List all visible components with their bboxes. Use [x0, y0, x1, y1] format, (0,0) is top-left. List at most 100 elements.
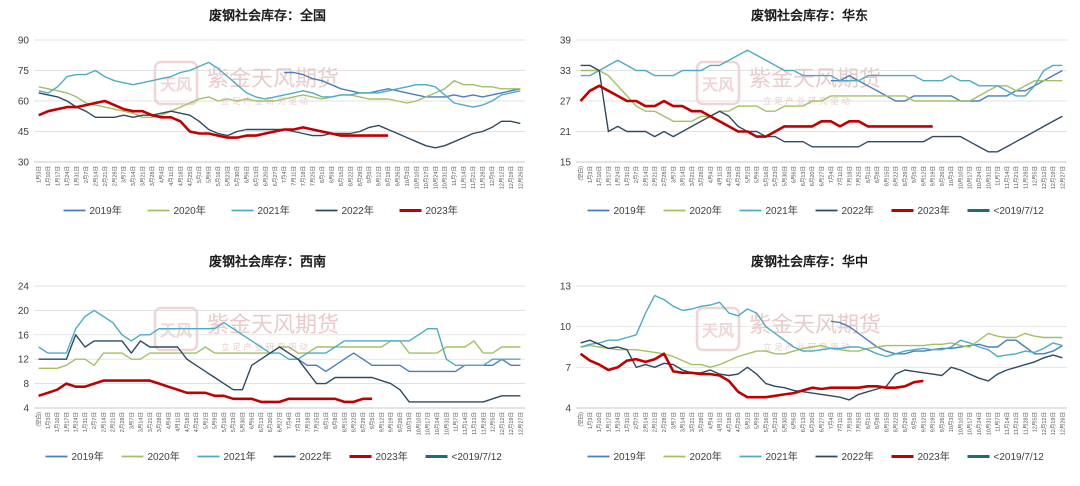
- x-tick-label: 4月18日: [177, 166, 184, 186]
- series-line-2019: [288, 352, 521, 373]
- legend-label: 2022年: [300, 450, 332, 463]
- x-tick-label: 4月4日: [707, 166, 714, 183]
- series-line-2021: [38, 61, 521, 108]
- x-tick-label: 2月28日: [661, 166, 668, 186]
- chart-panel-southwest: 废钢社会库存：西南 天风 紫金天风期货立 足 产 业 研 究 驱 动 4 8 12 16 20…: [0, 246, 535, 484]
- x-tick-label: 2月7日: [91, 412, 98, 429]
- x-tick-label: 11月7日: [995, 412, 1002, 432]
- x-tick-label: 9月5日: [911, 166, 918, 183]
- seal-frame: [695, 60, 741, 106]
- chart-title: 废钢社会库存：华东: [751, 8, 868, 24]
- x-tick-label: 6月20日: [262, 166, 269, 186]
- x-tick-label: 12月12日: [498, 166, 505, 189]
- x-tick-label: 11月28日: [480, 166, 487, 189]
- legend-item: 2022年: [273, 450, 332, 463]
- x-tick-label: 7月11日: [837, 412, 844, 432]
- y-tick-label: 16: [18, 330, 30, 341]
- legend-label: 2020年: [148, 450, 180, 463]
- x-tick-label: 8月22日: [347, 166, 354, 186]
- legend-label: 2023年: [918, 450, 950, 463]
- x-tick-label: 10月3日: [948, 412, 955, 432]
- x-tick-label: 8月1日: [323, 412, 330, 429]
- series-line-2023: [38, 379, 373, 404]
- x-tick-label: 9月26日: [397, 412, 404, 432]
- legend-label: 2019年: [614, 204, 646, 217]
- x-tick-label: 1月24日: [73, 412, 80, 432]
- x-tick-label: 1月3日: [45, 412, 52, 429]
- x-tick-label: 3月28日: [156, 412, 163, 432]
- series-line-2023: [38, 99, 389, 139]
- x-tick-label: 9月12日: [378, 412, 385, 432]
- legend-label: 2020年: [174, 204, 206, 217]
- x-tick-label: 3月14日: [680, 412, 687, 432]
- y-tick-label: 21: [560, 127, 572, 138]
- x-tick-label: 3月28日: [149, 166, 156, 186]
- x-tick-label: 3月14日: [138, 412, 145, 432]
- legend-item: 2023年: [891, 450, 950, 463]
- x-tick-label: 8月8日: [332, 412, 339, 429]
- x-tick-label: 1月10日: [596, 412, 603, 432]
- x-tick-label: 5月30日: [781, 166, 788, 186]
- x-tick-label: 12月27日: [517, 412, 524, 435]
- x-tick-label: 4月25日: [187, 166, 194, 186]
- legend-label: <2019/7/12: [452, 452, 503, 463]
- chart-panel-national: 废钢社会库存：全国 天风 紫金天风期货立 足 产 业 研 究 驱 动 30 45 60 75…: [0, 0, 535, 238]
- x-tick-label: 11月7日: [453, 412, 460, 432]
- x-tick-label: 7月11日: [837, 166, 844, 186]
- x-tick-label: 5月16日: [215, 166, 222, 186]
- legend-item: 2022年: [815, 450, 874, 463]
- legend-item: 2019年: [587, 450, 646, 463]
- x-tick-label: 5月23日: [772, 166, 779, 186]
- legend-label: <2019/7/12: [994, 452, 1045, 463]
- legend-label: 2019年: [72, 450, 104, 463]
- x-tick-label: 8月29日: [902, 166, 909, 186]
- x-tick-label: 11月21日: [1013, 412, 1020, 435]
- legend-item: 2020年: [121, 450, 180, 463]
- x-tick-label: 1月17日: [605, 412, 612, 432]
- x-tick-label: (空白): [577, 166, 585, 181]
- x-tick-label: 1月3日: [587, 166, 594, 183]
- x-tick-label: 2月7日: [633, 412, 640, 429]
- watermark-seal-icon: 天风: [695, 306, 741, 352]
- x-tick-label: 2月21日: [110, 412, 117, 432]
- series-line-2022: [580, 64, 1063, 153]
- seal-text: 天风: [702, 321, 734, 340]
- legend-label: 2021年: [766, 450, 798, 463]
- x-tick-label: 9月19日: [930, 412, 937, 432]
- x-tick-label: 5月16日: [763, 412, 770, 432]
- x-tick-label: (空白): [35, 412, 43, 427]
- x-tick-label: 7月11日: [295, 412, 302, 432]
- x-tick-label: 5月30日: [781, 412, 788, 432]
- x-tick-label: 11月28日: [1022, 166, 1029, 189]
- legend-item: 2020年: [663, 450, 722, 463]
- x-tick-label: 12月12日: [1041, 166, 1048, 189]
- series-line-2020: [580, 69, 1063, 122]
- legend-label: 2019年: [614, 450, 646, 463]
- legend-label: 2022年: [842, 204, 874, 217]
- y-tick-label: 30: [18, 158, 30, 169]
- x-tick-label: 10月17日: [967, 412, 974, 435]
- chart-title: 废钢社会库存：华中: [751, 254, 868, 270]
- legend-item: 2023年: [399, 204, 458, 217]
- x-tick-label: 8月15日: [338, 166, 345, 186]
- series-line-2021: [580, 294, 1063, 358]
- x-tick-label: 11月28日: [480, 412, 487, 435]
- x-tick-label: 3月28日: [698, 412, 705, 432]
- x-tick-label: 12月19日: [508, 412, 515, 435]
- x-tick-label: 9月26日: [939, 166, 946, 186]
- x-tick-label: 10月10日: [957, 166, 964, 189]
- x-tick-label: 8月15日: [883, 412, 890, 432]
- x-tick-label: 9月26日: [939, 412, 946, 432]
- x-tick-label: 10月3日: [948, 166, 955, 186]
- x-tick-label: 5月9日: [206, 166, 213, 183]
- x-tick-label: 5月30日: [239, 412, 246, 432]
- y-tick-label: 33: [560, 66, 572, 77]
- watermark-slogan: 立 足 产 业 研 究 驱 动: [221, 342, 308, 353]
- legend-label: 2022年: [842, 450, 874, 463]
- x-tick-label: 4月25日: [735, 166, 742, 186]
- series-line-2022: [580, 339, 1063, 401]
- series-line-2023: [579, 352, 924, 399]
